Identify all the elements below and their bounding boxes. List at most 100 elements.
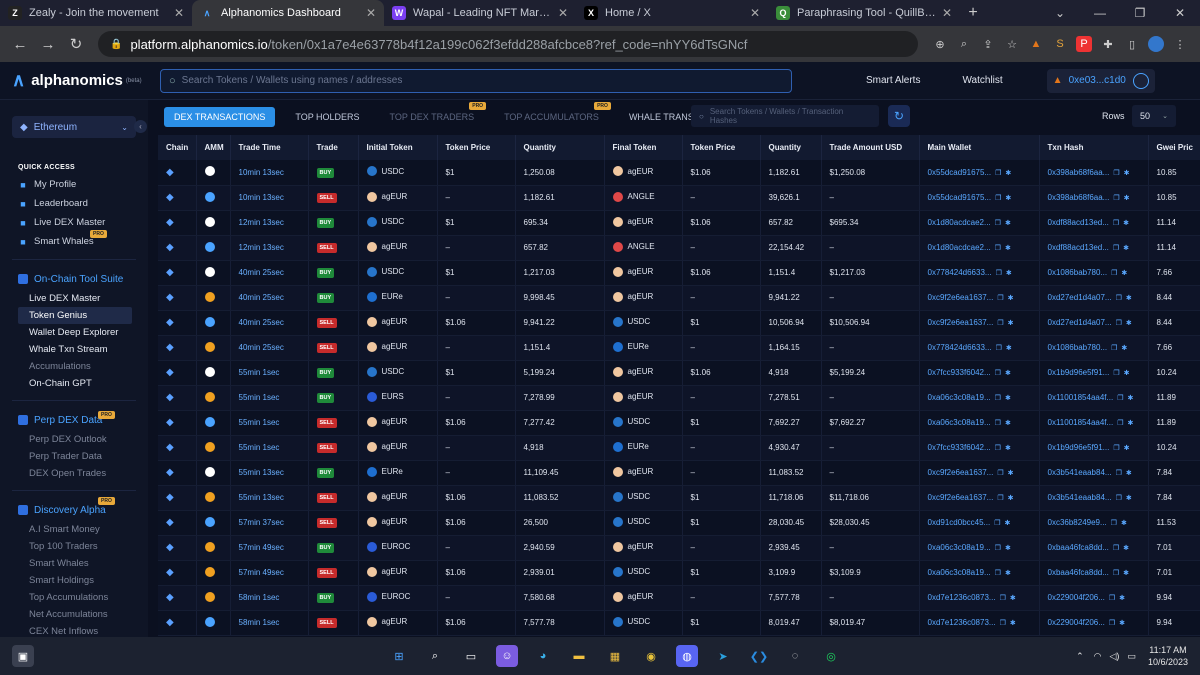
- table-row[interactable]: ◆ 57min 49sec BUY EUROC –2,940.59 agEUR –2,939…: [158, 535, 1200, 561]
- copy-icon[interactable]: ❐: [1108, 595, 1116, 602]
- discovery-alpha-group[interactable]: Discovery Alpha PRO: [0, 497, 148, 521]
- table-row[interactable]: ◆ 55min 1sec SELL agEUR –4,918 EURe –4,930.47–…: [158, 435, 1200, 461]
- trade-time-link[interactable]: 57min 37sec: [238, 518, 284, 527]
- wallet-link[interactable]: 0xa06c3c08a19...: [927, 393, 991, 402]
- rows-select[interactable]: 50 ⌄: [1132, 105, 1176, 127]
- txn-hash-link[interactable]: 0x1b9d96e5f91...: [1047, 443, 1110, 452]
- settings-icon[interactable]: ✱: [1125, 470, 1132, 477]
- copy-icon[interactable]: ❐: [999, 595, 1006, 602]
- discord-icon[interactable]: ◍: [676, 645, 698, 667]
- clock[interactable]: 11:17 AM 10/6/2023: [1148, 644, 1188, 668]
- settings-icon[interactable]: ✱: [1127, 420, 1134, 427]
- settings-icon[interactable]: ✱: [1123, 169, 1130, 177]
- perp-dex-group[interactable]: Perp DEX Data PRO: [0, 409, 148, 431]
- sidebar-item-smart-whales[interactable]: ■ Smart Whales PRO: [0, 230, 148, 251]
- token[interactable]: USDC: [612, 516, 650, 527]
- alphanomics-logo[interactable]: ∧ alphanomics (beta): [0, 70, 160, 91]
- sidebar-item-my-profile[interactable]: ■ My Profile: [0, 175, 148, 194]
- token[interactable]: USDC: [366, 216, 404, 227]
- trade-time-link[interactable]: 55min 1sec: [238, 393, 280, 402]
- copy-icon[interactable]: ❐: [995, 169, 1002, 177]
- sidebar-item-smart-whales[interactable]: Smart Whales: [29, 558, 89, 569]
- copy-icon[interactable]: ❐: [1110, 520, 1117, 527]
- token[interactable]: agEUR: [612, 216, 653, 227]
- wallet-link[interactable]: 0xd7e1236c0873...: [927, 593, 996, 602]
- token[interactable]: EURe: [366, 291, 403, 302]
- txn-hash-link[interactable]: 0x11001854aa4f...: [1047, 418, 1114, 427]
- tab-top-holders[interactable]: TOP HOLDERS: [285, 107, 369, 127]
- wallet-link[interactable]: 0x778424d6633...: [927, 343, 992, 352]
- copy-icon[interactable]: ❐: [994, 545, 1001, 552]
- settings-icon[interactable]: ✱: [1119, 595, 1126, 602]
- url-field[interactable]: 🔒 platform.alphanomics.io/token/0x1a7e4e…: [98, 31, 918, 57]
- chrome-icon[interactable]: ◉: [646, 650, 656, 663]
- extension-p-icon[interactable]: P: [1076, 36, 1092, 52]
- trade-time-link[interactable]: 55min 13sec: [238, 468, 284, 477]
- battery-icon[interactable]: ▭: [1127, 650, 1136, 661]
- copy-icon[interactable]: ❐: [999, 620, 1006, 627]
- txn-hash-link[interactable]: 0xdf88acd13ed...: [1047, 243, 1109, 252]
- store-icon[interactable]: ▦: [609, 650, 621, 663]
- copy-icon[interactable]: ❐: [994, 245, 1001, 252]
- trade-time-link[interactable]: 10min 13sec: [238, 167, 284, 177]
- token[interactable]: agEUR: [612, 391, 653, 402]
- profile-avatar-icon[interactable]: [1148, 36, 1164, 52]
- settings-icon[interactable]: ✱: [1123, 545, 1130, 552]
- settings-icon[interactable]: ✱: [1121, 270, 1128, 277]
- copy-icon[interactable]: ❐: [1115, 495, 1122, 502]
- trade-time-link[interactable]: 40min 25sec: [238, 318, 284, 327]
- menu-icon[interactable]: ⋮: [1174, 38, 1186, 51]
- table-row[interactable]: ◆ 58min 1sec BUY EUROC –7,580.68 agEUR –7,577.…: [158, 585, 1200, 611]
- copy-icon[interactable]: ❐: [1112, 545, 1120, 552]
- zoom-icon[interactable]: ⌕: [960, 37, 968, 50]
- token[interactable]: agEUR: [612, 291, 653, 302]
- token[interactable]: agEUR: [366, 416, 407, 427]
- tab-search-icon[interactable]: ⌄: [1054, 6, 1066, 20]
- settings-icon[interactable]: ✱: [1123, 220, 1130, 227]
- wallet-link[interactable]: 0xa06c3c08a19...: [927, 418, 991, 427]
- sidepanel-icon[interactable]: ▯: [1128, 38, 1136, 51]
- table-row[interactable]: ◆ 12min 13sec BUY USDC $1 695.34 agEUR $1.06 657…: [158, 210, 1200, 236]
- settings-icon[interactable]: ✱: [1123, 570, 1130, 577]
- settings-icon[interactable]: ✱: [1004, 420, 1011, 427]
- txn-hash-link[interactable]: 0x1086bab780...: [1047, 343, 1108, 352]
- chain-selector[interactable]: ◆ Ethereum ⌄: [12, 116, 136, 138]
- chevron-up-icon[interactable]: ⌃: [1076, 650, 1084, 661]
- settings-icon[interactable]: ✱: [1007, 495, 1014, 502]
- wallet-link[interactable]: 0x7fcc933f6042...: [927, 368, 991, 377]
- task-switch-icon[interactable]: ▭: [465, 650, 477, 663]
- txn-hash-link[interactable]: 0x11001854aa4f...: [1047, 393, 1114, 402]
- settings-icon[interactable]: ✱: [1004, 220, 1011, 227]
- txn-hash-link[interactable]: 0x1b9d96e5f91...: [1047, 368, 1110, 377]
- copy-icon[interactable]: ❐: [1112, 570, 1120, 577]
- copy-icon[interactable]: ❐: [994, 420, 1001, 427]
- user-avatar-icon[interactable]: [1132, 72, 1149, 89]
- sidebar-item-top-100-traders[interactable]: Top 100 Traders: [29, 541, 98, 552]
- table-row[interactable]: ◆ 10min 13sec SELL agEUR –1,182.61 ANGLE –39,6…: [158, 185, 1200, 211]
- wallet-link[interactable]: 0x1d80acdcae2...: [927, 218, 991, 227]
- wallet-link[interactable]: 0x55dcad91675...: [927, 193, 992, 202]
- global-search-input[interactable]: ○ Search Tokens / Wallets using names / a…: [160, 68, 792, 93]
- settings-icon[interactable]: ✱: [1120, 520, 1127, 527]
- browser-tab[interactable]: Q Paraphrasing Tool - QuillBot AI ✕: [768, 0, 960, 26]
- settings-icon[interactable]: ✱: [1123, 370, 1130, 377]
- settings-icon[interactable]: ✱: [1007, 320, 1014, 327]
- wifi-icon[interactable]: ◠: [1093, 650, 1102, 661]
- sidebar-item-live-dex-master[interactable]: ■ Live DEX Master: [0, 213, 148, 232]
- sidebar-item-accumulations[interactable]: Accumulations: [29, 361, 91, 372]
- sidebar-item-net-accumulations[interactable]: Net Accumulations: [29, 609, 108, 620]
- settings-icon[interactable]: ✱: [1123, 195, 1130, 202]
- token[interactable]: agEUR: [366, 491, 407, 502]
- browser-tab[interactable]: Z Zealy - Join the movement ✕: [0, 0, 192, 26]
- extensions-puzzle-icon[interactable]: ✚: [1103, 38, 1113, 51]
- token[interactable]: agEUR: [366, 341, 407, 352]
- table-row[interactable]: ◆ 55min 1sec BUY USDC $1 5,199.24 agEUR $1.06 4,…: [158, 360, 1200, 386]
- browser-tab[interactable]: W Wapal - Leading NFT Marketplace ✕: [384, 0, 576, 26]
- close-window-button[interactable]: ✕: [1174, 6, 1186, 20]
- copy-icon[interactable]: ❐: [995, 345, 1002, 352]
- file-explorer-icon[interactable]: ▬: [573, 650, 585, 662]
- whatsapp-icon[interactable]: ◌: [791, 650, 799, 662]
- tab-whale-transactions[interactable]: WHALE TRANSACTIONS: [619, 107, 744, 127]
- table-row[interactable]: ◆ 57min 49sec SELL agEUR $1.06 2,939.01 USDC $1…: [158, 560, 1200, 586]
- telegram-icon[interactable]: ➤: [718, 650, 728, 663]
